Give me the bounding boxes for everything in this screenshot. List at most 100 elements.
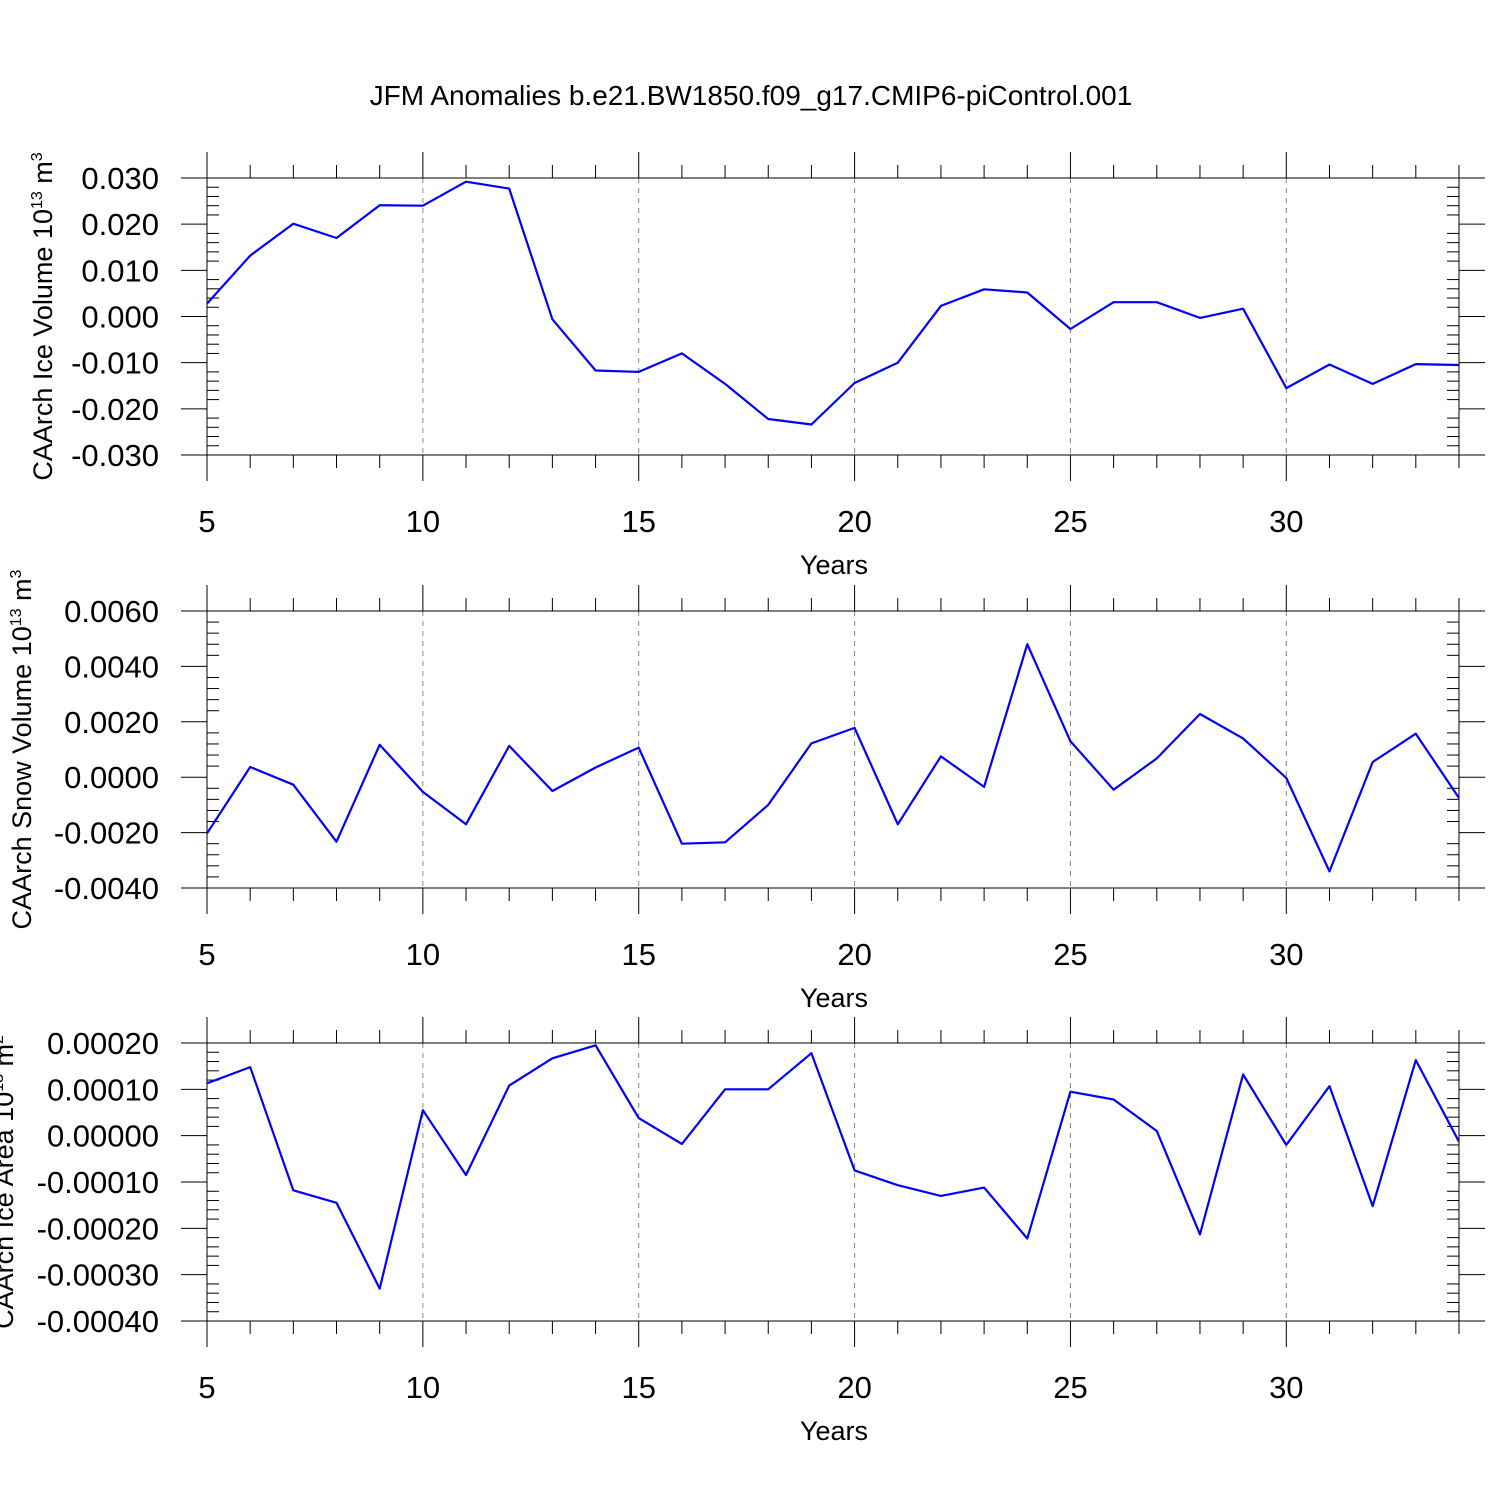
- data-point: [1026, 291, 1028, 293]
- data-point: [940, 1195, 942, 1197]
- data-point: [1371, 761, 1373, 763]
- plot-frame: [206, 610, 1460, 889]
- data-point: [1371, 1205, 1373, 1207]
- data-point: [378, 204, 380, 206]
- data-point: [292, 783, 294, 785]
- data-point: [853, 382, 855, 384]
- series-line: [207, 180, 1459, 426]
- data-point: [249, 766, 251, 768]
- x-axis-title: Years: [800, 983, 868, 1013]
- data-point: [897, 1184, 899, 1186]
- data-point: [422, 205, 424, 207]
- x-tick-label: 25: [1053, 504, 1087, 539]
- data-point: [378, 744, 380, 746]
- data-point: [1415, 733, 1417, 735]
- data-point: [1026, 1237, 1028, 1239]
- data-point: [638, 746, 640, 748]
- data-point: [594, 766, 596, 768]
- y-tick-label: 0.0060: [64, 594, 159, 629]
- x-tick-label: 30: [1269, 1370, 1303, 1405]
- x-axis-title: Years: [800, 1416, 868, 1446]
- y-axis-title: CAArch Ice Volume 1013 m3: [28, 152, 58, 480]
- data-point: [508, 745, 510, 747]
- data-point: [638, 371, 640, 373]
- y-tick-label: 0.030: [81, 161, 159, 196]
- y-axis-title: CAArch Snow Volume 1013 m3: [7, 569, 37, 929]
- x-tick-label: 30: [1269, 504, 1303, 539]
- y-tick-label: -0.010: [71, 346, 159, 381]
- plot-frame: [206, 177, 1460, 456]
- plot-frame: [206, 1042, 1460, 1322]
- data-point: [249, 1066, 251, 1068]
- data-point: [206, 302, 208, 304]
- data-point: [465, 823, 467, 825]
- data-point: [897, 823, 899, 825]
- data-point: [1069, 740, 1071, 742]
- data-point: [206, 1082, 208, 1084]
- x-tick-label: 5: [198, 1370, 215, 1405]
- data-point: [1458, 1140, 1460, 1142]
- data-point: [335, 237, 337, 239]
- data-point: [551, 318, 553, 320]
- data-point: [1328, 870, 1330, 872]
- data-point: [1069, 328, 1071, 330]
- y-tick-label: -0.030: [71, 438, 159, 473]
- data-point: [681, 842, 683, 844]
- y-tick-label: -0.00020: [37, 1211, 159, 1246]
- data-point: [810, 742, 812, 744]
- data-point: [1156, 757, 1158, 759]
- y-tick-label: -0.00030: [37, 1258, 159, 1293]
- x-tick-label: 20: [837, 937, 871, 972]
- data-point: [1112, 301, 1114, 303]
- data-point: [1328, 1085, 1330, 1087]
- data-point: [853, 1169, 855, 1171]
- data-point: [940, 755, 942, 757]
- data-point: [1156, 301, 1158, 303]
- x-tick-label: 15: [621, 937, 655, 972]
- data-point: [1112, 788, 1114, 790]
- data-point: [638, 1117, 640, 1119]
- y-axis-title: CAArch Ice Area 1013 m2: [0, 1035, 19, 1329]
- data-point: [897, 361, 899, 363]
- data-point: [422, 791, 424, 793]
- data-point: [983, 288, 985, 290]
- y-tick-label: 0.010: [81, 253, 159, 288]
- data-point: [551, 790, 553, 792]
- x-tick-label: 25: [1053, 1370, 1087, 1405]
- data-point: [465, 180, 467, 182]
- y-tick-label: 0.00020: [47, 1026, 159, 1061]
- x-tick-label: 15: [621, 504, 655, 539]
- data-point: [1242, 307, 1244, 309]
- y-tick-label: 0.000: [81, 300, 159, 335]
- x-tick-label: 15: [621, 1370, 655, 1405]
- y-tick-label: -0.00040: [37, 1304, 159, 1339]
- y-tick-label: -0.020: [71, 392, 159, 427]
- data-point: [983, 786, 985, 788]
- data-point: [1285, 777, 1287, 779]
- x-tick-label: 10: [406, 504, 440, 539]
- y-tick-label: 0.020: [81, 207, 159, 242]
- y-tick-label: 0.0000: [64, 760, 159, 795]
- chart-panel-1: 5 10 15 20 25 30 0.030 0.020 0.010 0.000 -0.010 -0.…: [28, 152, 1485, 580]
- data-point: [810, 1052, 812, 1054]
- x-tick-label: 30: [1269, 937, 1303, 972]
- series-line: [207, 1044, 1459, 1290]
- data-point: [1458, 364, 1460, 366]
- data-point: [508, 1084, 510, 1086]
- x-tick-label: 10: [406, 937, 440, 972]
- data-point: [724, 841, 726, 843]
- x-tick-label: 20: [837, 1370, 871, 1405]
- data-point: [335, 841, 337, 843]
- x-tick-label: 5: [198, 504, 215, 539]
- chart-panel-3: 5 10 15 20 25 30 0.00020 0.00010 0.00000 -0.00010…: [0, 1017, 1485, 1446]
- data-point: [1371, 383, 1373, 385]
- chart-panel-2: 5 10 15 20 25 30 0.0060 0.0040 0.0020 0.0000 -0.00…: [7, 569, 1485, 1013]
- data-point: [810, 423, 812, 425]
- x-tick-label: 20: [837, 504, 871, 539]
- data-point: [465, 1174, 467, 1176]
- data-point: [1415, 1059, 1417, 1061]
- data-point: [1069, 1090, 1071, 1092]
- data-point: [681, 1143, 683, 1145]
